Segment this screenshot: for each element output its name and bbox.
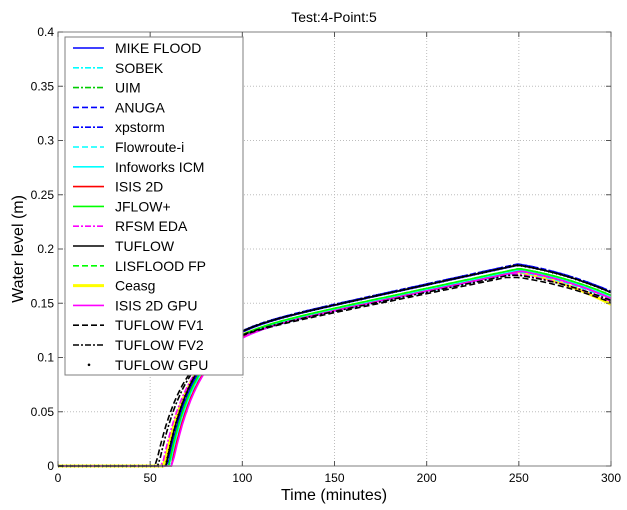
- legend-item: Infoworks ICM: [73, 159, 204, 175]
- legend-item: TUFLOW: [73, 238, 175, 254]
- legend-label: RFSM EDA: [115, 218, 188, 234]
- legend-label: ISIS 2D: [115, 179, 163, 195]
- legend-label: SOBEK: [115, 60, 164, 76]
- chart-title: Test:4-Point:5: [291, 9, 377, 25]
- y-tick-labels: 0 0.05 0.1 0.15 0.2 0.25 0.3 0.35 0.4: [31, 25, 55, 473]
- legend-label: MIKE FLOOD: [115, 40, 201, 56]
- legend-label: xpstorm: [115, 119, 165, 135]
- axis-ticks: [57, 31, 612, 467]
- legend-item: TUFLOW FV2: [73, 337, 204, 353]
- legend: MIKE FLOOD SOBEK UIM ANUGA xpstorm Flowroute-…: [64, 36, 244, 376]
- legend-label: UIM: [115, 80, 141, 96]
- x-tick-label: 0: [55, 471, 62, 485]
- legend-item: JFLOW+: [73, 198, 171, 214]
- legend-label: Infoworks ICM: [115, 159, 204, 175]
- legend-item: ISIS 2D GPU: [73, 297, 197, 313]
- legend-item: TUFLOW FV1: [73, 317, 204, 333]
- x-tick-label: 300: [601, 471, 621, 485]
- y-tick-label: 0.05: [31, 405, 55, 419]
- x-tick-label: 250: [509, 471, 529, 485]
- legend-label: Ceasg: [115, 278, 155, 294]
- legend-label: ANUGA: [115, 99, 165, 115]
- legend-item: TUFLOW GPU: [87, 357, 208, 373]
- legend-label: TUFLOW: [115, 238, 175, 254]
- x-tick-labels: 0 50 100 150 200 250 300: [55, 471, 622, 485]
- legend-item: RFSM EDA: [73, 218, 188, 234]
- legend-marker: [87, 363, 91, 367]
- x-axis-label: Time (minutes): [281, 487, 387, 504]
- y-axis-label: Water level (m): [10, 195, 27, 303]
- legend-label: TUFLOW FV1: [115, 317, 204, 333]
- legend-item: Ceasg: [73, 278, 155, 294]
- legend-item: ANUGA: [73, 99, 165, 115]
- legend-label: TUFLOW GPU: [115, 357, 208, 373]
- legend-item: MIKE FLOOD: [73, 40, 201, 56]
- y-tick-label: 0.1: [37, 351, 54, 365]
- legend-label: TUFLOW FV2: [115, 337, 204, 353]
- legend-item: xpstorm: [73, 119, 165, 135]
- x-tick-label: 100: [232, 471, 252, 485]
- x-tick-label: 150: [324, 471, 344, 485]
- y-tick-label: 0.3: [37, 134, 54, 148]
- y-tick-label: 0.4: [37, 25, 54, 39]
- x-tick-label: 200: [417, 471, 437, 485]
- y-tick-label: 0.2: [37, 242, 54, 256]
- x-tick-label: 50: [143, 471, 157, 485]
- legend-label: ISIS 2D GPU: [115, 297, 197, 313]
- legend-item: LISFLOOD FP: [73, 258, 206, 274]
- y-tick-label: 0.15: [31, 296, 55, 310]
- legend-item: ISIS 2D: [73, 179, 163, 195]
- legend-item: UIM: [73, 80, 141, 96]
- y-tick-label: 0.35: [31, 79, 55, 93]
- legend-label: JFLOW+: [115, 198, 171, 214]
- legend-label: Flowroute-i: [115, 139, 184, 155]
- legend-item: Flowroute-i: [73, 139, 184, 155]
- legend-label: LISFLOOD FP: [115, 258, 206, 274]
- y-tick-label: 0.25: [31, 188, 55, 202]
- y-tick-label: 0: [47, 459, 54, 473]
- legend-item: SOBEK: [73, 60, 164, 76]
